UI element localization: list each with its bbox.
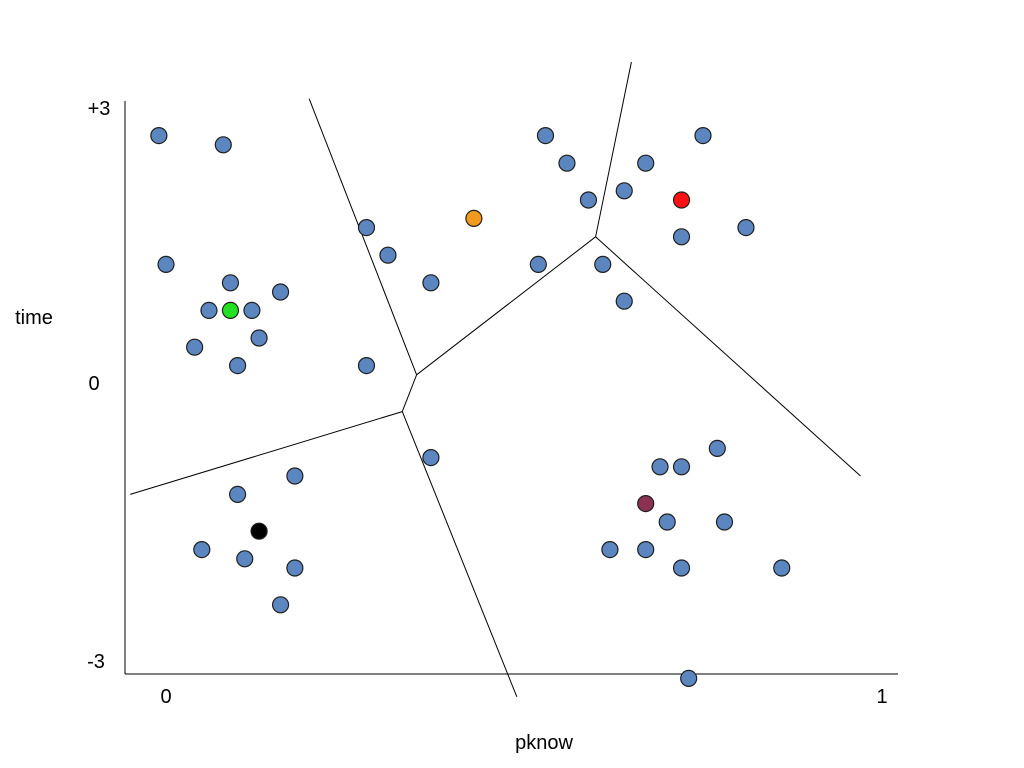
data-point	[286, 559, 304, 577]
data-point	[694, 127, 712, 145]
data-point	[150, 127, 168, 145]
data-point	[615, 292, 633, 310]
data-point	[715, 513, 734, 531]
data-point	[214, 136, 232, 154]
data-point	[250, 329, 268, 347]
x-tick-label-one: 1	[876, 686, 887, 708]
x-axis-label: pknow	[515, 732, 573, 754]
cluster-centroids	[221, 191, 691, 540]
data-point	[243, 301, 261, 319]
y-tick-label-zero: 0	[88, 373, 99, 395]
boundary-line	[401, 411, 518, 697]
data-point	[558, 154, 576, 172]
centroid-point	[672, 191, 691, 209]
data-point	[193, 540, 211, 559]
y-axis-label: time	[15, 307, 53, 329]
data-point	[186, 338, 204, 356]
boundary-line	[308, 98, 418, 375]
y-tick-label-bottom: -3	[87, 651, 105, 673]
centroid-point	[221, 301, 240, 319]
data-point	[579, 191, 598, 209]
data-point	[529, 255, 547, 273]
boundary-line	[416, 236, 596, 376]
data-points	[150, 127, 791, 688]
data-point	[357, 219, 376, 237]
x-tick-label-zero: 0	[160, 686, 171, 708]
data-point	[271, 596, 290, 614]
data-point	[221, 274, 240, 292]
data-point	[637, 540, 655, 559]
y-tick-label-top: +3	[88, 98, 111, 120]
data-point	[200, 301, 218, 319]
centroid-point	[250, 522, 268, 540]
data-point	[615, 182, 633, 200]
boundary-line	[595, 61, 632, 237]
data-point	[651, 458, 669, 476]
boundary-line	[130, 411, 403, 495]
boundary-line	[595, 236, 861, 477]
data-point	[286, 467, 304, 485]
data-point	[157, 255, 175, 273]
data-point	[594, 255, 612, 273]
data-point	[422, 274, 440, 292]
data-point	[536, 127, 555, 145]
data-point	[379, 246, 397, 264]
data-point	[672, 228, 691, 246]
data-point	[271, 283, 290, 301]
data-point	[601, 540, 619, 559]
data-point	[357, 357, 376, 375]
boundary-line	[401, 374, 418, 412]
data-point	[236, 550, 254, 568]
data-point	[708, 439, 726, 457]
data-point	[229, 485, 247, 503]
data-point	[637, 154, 655, 172]
data-point	[672, 559, 691, 577]
data-point	[680, 669, 698, 688]
data-point	[672, 458, 691, 476]
data-point	[658, 513, 676, 531]
cluster-boundaries	[130, 61, 861, 697]
data-point	[229, 357, 247, 375]
data-point	[422, 449, 440, 467]
data-point	[773, 559, 791, 577]
centroid-point	[637, 495, 655, 513]
data-point	[737, 219, 755, 237]
centroid-point	[465, 209, 483, 227]
